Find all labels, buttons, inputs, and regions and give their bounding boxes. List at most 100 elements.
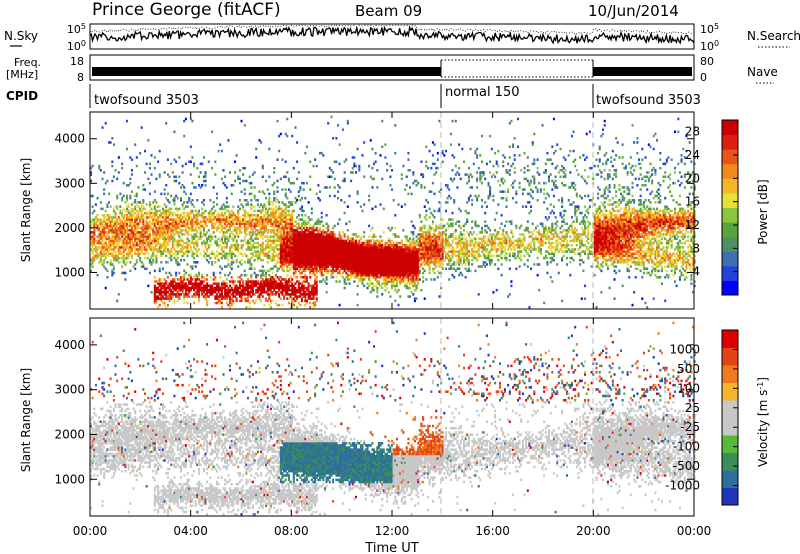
power-cell bbox=[374, 243, 377, 247]
power-cell bbox=[117, 293, 120, 296]
power-cell bbox=[166, 224, 169, 228]
power-cell bbox=[119, 224, 122, 228]
power-cell bbox=[176, 214, 179, 217]
power-cell bbox=[229, 295, 232, 298]
power-cell bbox=[287, 222, 290, 226]
power-cell bbox=[103, 192, 106, 196]
power-cell bbox=[222, 216, 225, 219]
power-cell bbox=[312, 235, 315, 238]
power-cell bbox=[155, 237, 158, 241]
power-cell bbox=[251, 246, 254, 249]
power-cell bbox=[371, 248, 374, 251]
power-cell bbox=[328, 175, 331, 179]
power-cell bbox=[130, 231, 133, 234]
power-cell bbox=[328, 246, 331, 249]
power-cell bbox=[134, 218, 137, 221]
power-cell bbox=[369, 273, 372, 277]
cpid-segment-1: twofsound 3503 bbox=[94, 93, 199, 108]
power-cell bbox=[391, 273, 394, 277]
power-cell bbox=[263, 231, 266, 234]
power-cell bbox=[124, 235, 127, 238]
power-cell bbox=[281, 188, 284, 191]
power-cell bbox=[281, 158, 284, 161]
power-cell bbox=[281, 284, 284, 288]
power-cell bbox=[276, 220, 279, 223]
power-cell bbox=[158, 216, 161, 219]
power-cell bbox=[237, 276, 240, 279]
power-cell bbox=[335, 265, 338, 268]
power-cell bbox=[384, 269, 387, 273]
power-cell bbox=[142, 231, 145, 234]
power-cell bbox=[317, 258, 320, 262]
power-cell bbox=[386, 250, 389, 253]
power-cell bbox=[165, 196, 168, 200]
power-cell bbox=[258, 295, 261, 298]
power-cell bbox=[139, 239, 142, 243]
power-cell bbox=[162, 233, 165, 236]
power-cell bbox=[220, 222, 223, 226]
power-cell bbox=[153, 222, 156, 226]
power-cell bbox=[392, 280, 395, 283]
power-cell bbox=[251, 233, 254, 236]
power-cell bbox=[356, 243, 359, 247]
power-cell bbox=[147, 241, 150, 245]
power-cell bbox=[124, 239, 127, 243]
power-cell bbox=[376, 288, 379, 292]
power-cell bbox=[158, 291, 161, 294]
power-cell bbox=[374, 265, 377, 268]
power-cell bbox=[189, 173, 192, 176]
power-cell bbox=[217, 256, 220, 260]
power-cell bbox=[148, 224, 151, 228]
power-cell bbox=[291, 201, 294, 204]
power-cell bbox=[103, 229, 106, 232]
power-cell bbox=[312, 250, 315, 253]
power-cell bbox=[284, 282, 287, 285]
power-cell bbox=[268, 250, 271, 253]
power-cell bbox=[286, 248, 289, 251]
power-cell bbox=[258, 256, 261, 260]
power-cell bbox=[134, 233, 137, 236]
power-cell bbox=[211, 288, 214, 292]
power-cell bbox=[206, 284, 209, 288]
power-cell bbox=[202, 250, 205, 253]
power-cell bbox=[286, 246, 289, 249]
power-cell bbox=[273, 211, 276, 215]
power-cell bbox=[319, 258, 322, 262]
power-cell bbox=[206, 278, 209, 281]
power-cell bbox=[224, 273, 227, 277]
power-cell bbox=[381, 265, 384, 268]
power-cell bbox=[142, 199, 145, 202]
power-cell bbox=[176, 263, 179, 266]
power-cell bbox=[165, 254, 168, 258]
power-cell bbox=[389, 241, 392, 245]
power-cell bbox=[137, 237, 140, 241]
power-cell bbox=[330, 246, 333, 249]
power-cell bbox=[315, 288, 318, 292]
power-cell bbox=[158, 246, 161, 249]
power-cell bbox=[322, 267, 325, 271]
power-cell bbox=[225, 297, 228, 300]
power-cell bbox=[137, 231, 140, 234]
power-cell bbox=[292, 267, 295, 271]
power-cell bbox=[394, 124, 397, 127]
power-cell bbox=[222, 233, 225, 236]
power-cell bbox=[332, 276, 335, 279]
power-cell bbox=[212, 252, 215, 256]
power-cell bbox=[392, 261, 395, 264]
power-cell bbox=[104, 224, 107, 228]
power-cell bbox=[289, 276, 292, 279]
power-cell bbox=[189, 209, 192, 213]
power-cell bbox=[302, 254, 305, 258]
power-cell bbox=[158, 233, 161, 236]
power-cell bbox=[248, 214, 251, 217]
power-cell bbox=[96, 246, 99, 249]
power-cell bbox=[386, 256, 389, 260]
power-cell bbox=[98, 218, 101, 221]
power-cell bbox=[373, 273, 376, 277]
power-cell bbox=[130, 233, 133, 236]
power-cell bbox=[394, 243, 397, 247]
power-cell bbox=[279, 282, 282, 285]
power-cell bbox=[194, 218, 197, 221]
power-cell bbox=[91, 235, 94, 238]
power-cell bbox=[170, 235, 173, 238]
